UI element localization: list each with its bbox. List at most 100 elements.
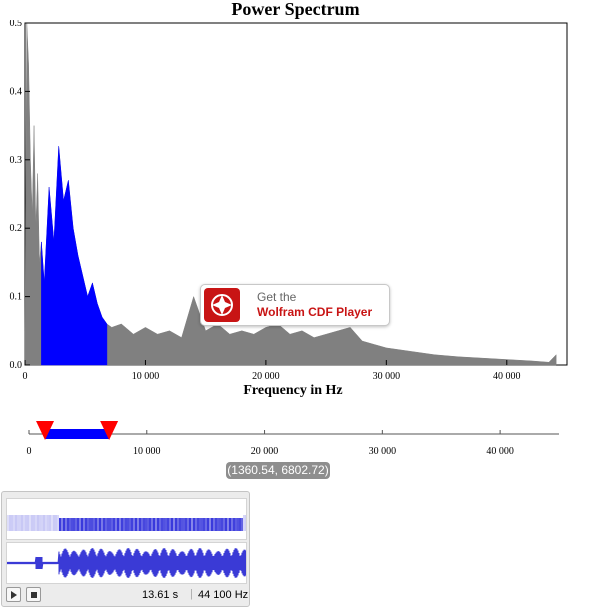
spectrogram-band <box>135 518 137 531</box>
play-icon[interactable] <box>6 587 21 602</box>
spectrogram-band <box>15 515 17 531</box>
spectrogram-band <box>215 518 217 531</box>
spectrogram-band <box>167 518 169 531</box>
y-tick-label: 0.5 <box>10 20 23 29</box>
range-readout: (1360.54, 6802.72) <box>226 462 330 479</box>
slider-max-handle[interactable] <box>100 421 119 440</box>
y-tick-label: 0.2 <box>10 223 23 234</box>
spectrogram-band <box>179 518 181 531</box>
spectrogram-band <box>55 515 57 531</box>
x-tick-label: 0 <box>23 371 28 382</box>
spectrogram-band <box>79 518 81 531</box>
spectrogram-band <box>17 515 19 531</box>
spectrogram-band <box>49 515 51 531</box>
power-spectrum-chart: 0 10 000 20 000 30 000 40 000 0.0 0.1 0.2 0.3 0.4… <box>10 20 568 382</box>
spectrogram-band <box>195 518 197 531</box>
spectrogram-band <box>221 518 223 531</box>
waveform-trace <box>6 547 247 579</box>
duration-label: 13.61 s <box>142 589 179 601</box>
spectrogram-band <box>107 518 109 531</box>
spectrogram-band <box>21 515 23 531</box>
stop-icon[interactable] <box>26 587 41 602</box>
spectrogram-band <box>153 518 155 531</box>
slider-tick-label: 30 000 <box>369 446 397 457</box>
spectrogram-band <box>145 518 147 531</box>
spectrogram-band <box>203 518 205 531</box>
cdf-player-badge[interactable]: Get the Wolfram CDF Player <box>200 284 390 326</box>
spectrogram-band <box>229 518 231 531</box>
slider-tick-label: 10 000 <box>133 446 161 457</box>
spectrogram-band <box>45 515 47 531</box>
y-tick-label: 0.0 <box>10 360 23 371</box>
chart-title: Power Spectrum <box>231 0 360 19</box>
spectrogram-band <box>231 518 233 531</box>
spectrogram-band <box>81 518 83 531</box>
spectrogram-band <box>207 518 209 531</box>
slider-selected-range <box>45 429 110 439</box>
spectrogram-band <box>163 518 165 531</box>
spectrogram-band <box>53 515 55 531</box>
spectrogram-band <box>101 518 103 531</box>
spectrogram-band <box>147 518 149 531</box>
y-tick-label: 0.4 <box>10 86 23 97</box>
y-tick-label: 0.1 <box>10 292 23 303</box>
spectrogram-band <box>37 515 39 531</box>
slider-min-handle[interactable] <box>36 421 55 440</box>
spectrogram-band <box>201 518 203 531</box>
spectrogram-band <box>47 515 49 531</box>
spectrogram-band <box>119 518 121 531</box>
spectrogram-band <box>87 518 89 531</box>
x-tick-label: 40 000 <box>493 371 521 382</box>
spectrogram-band <box>213 518 215 531</box>
spectrogram-band <box>31 515 33 531</box>
selected-band-area <box>41 146 108 366</box>
spectrogram-band <box>169 518 171 531</box>
spectrogram-band <box>245 515 247 531</box>
spectrogram-band <box>185 518 187 531</box>
spectrogram-band <box>83 518 85 531</box>
spectrogram-band <box>103 518 105 531</box>
cdf-get-label: Get the <box>257 290 297 304</box>
spectrogram-band <box>181 518 183 531</box>
spectrogram-band <box>129 518 131 531</box>
spectrogram-band <box>75 518 77 531</box>
spectrogram-band <box>211 518 213 531</box>
x-tick-label: 20 000 <box>252 371 280 382</box>
spectrogram-band <box>159 518 161 531</box>
spectrogram-band <box>111 518 113 531</box>
spectrogram-band <box>193 518 195 531</box>
spectrogram-band <box>133 518 135 531</box>
spectrogram-band <box>99 518 101 531</box>
spectrogram-band <box>165 518 167 531</box>
sound-player: 13.61 s | 44 100 Hz <box>1 491 250 607</box>
spectrogram-band <box>63 518 65 531</box>
spectrogram-band <box>35 515 37 531</box>
spectrogram-band <box>151 518 153 531</box>
cdf-product-label: Wolfram CDF Player <box>257 305 373 319</box>
slider-tick-label: 40 000 <box>486 446 514 457</box>
spectrogram-band <box>51 515 53 531</box>
spectrogram-band <box>109 518 111 531</box>
x-tick-label: 30 000 <box>373 371 401 382</box>
spectrogram-band <box>175 518 177 531</box>
spectrogram-band <box>13 515 15 531</box>
spectrogram-band <box>69 518 71 531</box>
spectrogram-band <box>161 518 163 531</box>
x-tick-label: 10 000 <box>132 371 160 382</box>
spectrogram-band <box>183 518 185 531</box>
x-axis-label: Frequency in Hz <box>243 383 343 398</box>
spectrogram-band <box>105 518 107 531</box>
spectrogram-band <box>197 518 199 531</box>
spectrogram-band <box>113 518 115 531</box>
spectrogram-band <box>237 518 239 531</box>
spectrogram-band <box>125 518 127 531</box>
frequency-range-slider[interactable]: 0 10 000 20 000 30 000 40 000 <box>0 416 591 458</box>
spectrogram-band <box>199 518 201 531</box>
spectrogram-band <box>235 518 237 531</box>
spectrogram-band <box>239 518 241 531</box>
spectrogram-band <box>61 518 63 531</box>
spectrogram-band <box>65 518 67 531</box>
spectrogram-band <box>139 518 141 531</box>
sample-rate-label: 44 100 Hz <box>198 589 249 601</box>
slider-tick-label: 20 000 <box>251 446 279 457</box>
